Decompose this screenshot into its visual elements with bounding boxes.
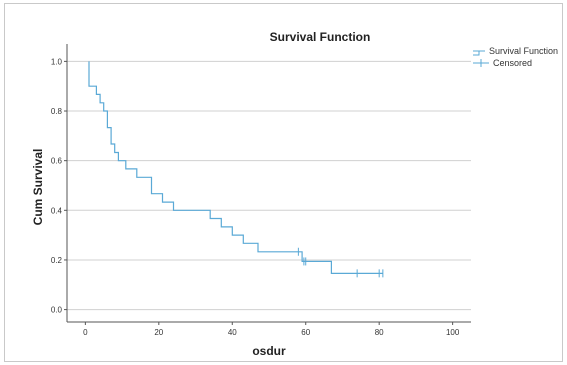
x-tick-label: 40 [228,328,237,337]
y-tick-label: 1.0 [51,57,63,66]
y-tick-label: 0.0 [51,306,63,315]
survival-function-line [88,61,383,274]
legend-survival-label: Survival Function [489,46,558,56]
y-tick-label: 0.4 [51,206,63,215]
x-tick-label: 100 [446,328,460,337]
tick-labels: 0.0 0.2 0.4 0.6 0.8 1.0 0 20 40 60 80 100 [51,57,460,337]
x-tick-label: 60 [301,328,310,337]
legend-censored-label: Censored [493,58,532,68]
legend: Survival Function Censored [473,46,558,68]
x-tick-label: 0 [83,328,88,337]
survival-chart: Survival Function 0.0 0.2 0.4 0.6 0.8 1.0 0 20 4… [31,30,558,358]
y-tick-label: 0.8 [51,107,63,116]
x-axis-label: osdur [252,344,286,358]
chart-frame: Survival Function 0.0 0.2 0.4 0.6 0.8 1.0 0 20 4… [4,3,563,362]
x-tick-label: 20 [154,328,163,337]
axes [64,44,471,325]
y-axis-label: Cum Survival [31,149,45,226]
chart-title: Survival Function [270,30,371,44]
y-tick-label: 0.2 [51,256,63,265]
legend-survival-step-icon [473,50,485,56]
data-series [88,61,384,278]
grid-lines [67,60,471,311]
x-tick-label: 80 [375,328,384,337]
y-tick-label: 0.6 [51,157,63,166]
